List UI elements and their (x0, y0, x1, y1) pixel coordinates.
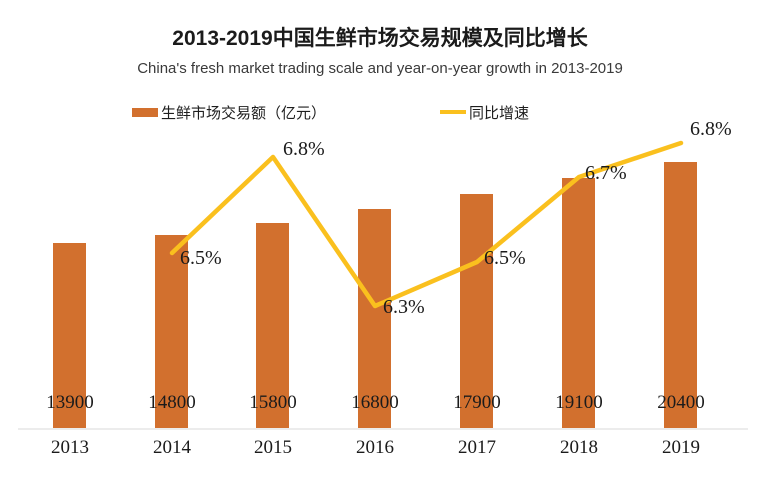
category-label-2017: 2017 (458, 437, 496, 458)
category-label-2014: 2014 (153, 437, 191, 458)
point-label-2016: 6.3% (383, 296, 425, 318)
legend-item-label: 同比增速 (469, 104, 530, 122)
page-title: 2013-2019中国生鲜市场交易规模及同比增长 (172, 27, 588, 50)
category-label-2016: 2016 (356, 437, 394, 458)
chart-legend: 生鲜市场交易额（亿元） 同比增速 (120, 100, 640, 124)
x-axis-line (18, 428, 748, 430)
category-label-2015: 2015 (254, 437, 292, 458)
chart-subtitle: China's fresh market trading scale and y… (137, 60, 623, 77)
legend-item-bar-series[interactable]: 生鲜市场交易额（亿元） (132, 100, 326, 124)
point-label-2018: 6.7% (585, 162, 627, 184)
value-label-2015: 15800 (249, 392, 297, 413)
category-label-2013: 2013 (51, 437, 89, 458)
value-label-2014: 14800 (148, 392, 196, 413)
value-label-2013: 13900 (46, 392, 94, 413)
value-label-2017: 17900 (453, 392, 501, 413)
bar-2019[interactable] (664, 162, 697, 428)
point-label-2014: 6.5% (180, 247, 222, 269)
bar-2015[interactable] (256, 223, 289, 428)
bar-2014[interactable] (155, 235, 188, 428)
point-label-2017: 6.5% (484, 247, 526, 269)
category-label-2018: 2018 (560, 437, 598, 458)
point-label-2015: 6.8% (283, 138, 325, 160)
bar-2013[interactable] (53, 243, 86, 428)
point-label-2019: 6.8% (690, 118, 732, 140)
category-label-2019: 2019 (662, 437, 700, 458)
bar-2017[interactable] (460, 194, 493, 428)
line-swatch-icon (440, 110, 466, 114)
bar-swatch-icon (132, 107, 158, 117)
value-label-2016: 16800 (351, 392, 399, 413)
value-label-2019: 20400 (657, 392, 705, 413)
legend-item-line-series[interactable]: 同比增速 (440, 100, 529, 124)
legend-item-label: 生鲜市场交易额（亿元） (161, 104, 327, 122)
bar-2018[interactable] (562, 178, 595, 428)
growth-line-path (169, 140, 684, 309)
bar-2016[interactable] (358, 209, 391, 428)
value-label-2018: 19100 (555, 392, 603, 413)
